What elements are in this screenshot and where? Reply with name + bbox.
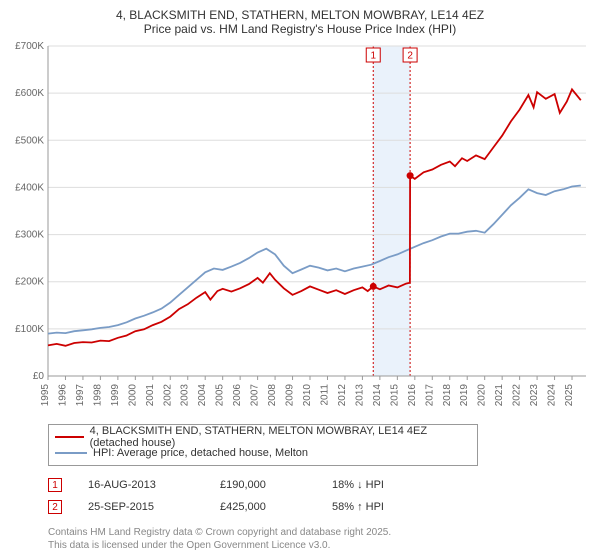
svg-text:2009: 2009: [285, 384, 296, 407]
svg-text:2024: 2024: [547, 384, 558, 407]
svg-text:2008: 2008: [267, 384, 278, 407]
chart-title: 4, BLACKSMITH END, STATHERN, MELTON MOWB…: [10, 8, 590, 36]
svg-text:2017: 2017: [424, 384, 435, 407]
svg-text:2002: 2002: [162, 384, 173, 407]
svg-text:£700K: £700K: [15, 42, 44, 52]
svg-text:2007: 2007: [250, 384, 261, 407]
svg-text:2015: 2015: [389, 384, 400, 407]
svg-text:2004: 2004: [197, 384, 208, 407]
svg-text:£600K: £600K: [15, 88, 44, 99]
sale-callouts: 1 16-AUG-2013 £190,000 18% ↓ HPI 2 25-SE…: [48, 474, 590, 518]
svg-text:2001: 2001: [145, 384, 156, 407]
callout-marker-icon: 2: [48, 500, 62, 514]
svg-text:2003: 2003: [180, 384, 191, 407]
callout-price: £425,000: [220, 501, 310, 513]
title-line-1: 4, BLACKSMITH END, STATHERN, MELTON MOWB…: [10, 8, 590, 22]
legend-label: HPI: Average price, detached house, Melt…: [93, 447, 308, 459]
chart-area: £0 £100K £200K £300K £400K £500K £600K £700K 199…: [10, 42, 590, 412]
svg-text:1999: 1999: [110, 384, 121, 407]
svg-text:£400K: £400K: [15, 182, 44, 193]
legend-swatch-icon: [55, 436, 84, 438]
title-line-2: Price paid vs. HM Land Registry's House …: [10, 22, 590, 36]
callout-marker-icon: 1: [48, 478, 62, 492]
svg-text:2025: 2025: [564, 384, 575, 407]
svg-text:£500K: £500K: [15, 135, 44, 146]
svg-text:£100K: £100K: [15, 324, 44, 335]
legend-label: 4, BLACKSMITH END, STATHERN, MELTON MOWB…: [90, 425, 471, 449]
legend-swatch-icon: [55, 452, 87, 454]
callout-delta: 58% ↑ HPI: [332, 501, 384, 513]
svg-text:2011: 2011: [319, 384, 330, 406]
svg-text:2000: 2000: [127, 384, 138, 407]
svg-text:1996: 1996: [57, 384, 68, 407]
svg-text:2019: 2019: [459, 384, 470, 407]
svg-text:2012: 2012: [337, 384, 348, 407]
callout-row-2: 2 25-SEP-2015 £425,000 58% ↑ HPI: [48, 496, 590, 518]
footer-attribution: Contains HM Land Registry data © Crown c…: [48, 526, 590, 552]
svg-text:2014: 2014: [372, 384, 383, 407]
svg-text:2020: 2020: [477, 384, 488, 407]
callout-delta: 18% ↓ HPI: [332, 479, 384, 491]
svg-text:2021: 2021: [494, 384, 505, 407]
footer-line-2: This data is licensed under the Open Gov…: [48, 539, 590, 552]
callout-price: £190,000: [220, 479, 310, 491]
svg-text:2010: 2010: [302, 384, 313, 407]
callout-row-1: 1 16-AUG-2013 £190,000 18% ↓ HPI: [48, 474, 590, 496]
svg-text:2022: 2022: [512, 384, 523, 407]
svg-text:1998: 1998: [92, 384, 103, 407]
svg-text:£0: £0: [33, 371, 45, 382]
svg-text:1997: 1997: [75, 384, 86, 407]
callout-date: 25-SEP-2015: [88, 501, 198, 513]
line-chart: £0 £100K £200K £300K £400K £500K £600K £700K 199…: [10, 42, 590, 412]
legend-item-price-paid: 4, BLACKSMITH END, STATHERN, MELTON MOWB…: [55, 429, 471, 445]
svg-text:2018: 2018: [442, 384, 453, 407]
svg-text:1995: 1995: [40, 384, 51, 407]
svg-text:£300K: £300K: [15, 230, 44, 241]
footer-line-1: Contains HM Land Registry data © Crown c…: [48, 526, 590, 539]
svg-text:2006: 2006: [232, 384, 243, 407]
svg-text:1: 1: [370, 51, 376, 62]
svg-text:£200K: £200K: [15, 277, 44, 288]
legend: 4, BLACKSMITH END, STATHERN, MELTON MOWB…: [48, 424, 478, 466]
svg-text:2: 2: [407, 51, 413, 62]
svg-text:2005: 2005: [215, 384, 226, 407]
svg-text:2013: 2013: [354, 384, 365, 407]
callout-date: 16-AUG-2013: [88, 479, 198, 491]
svg-text:2016: 2016: [407, 384, 418, 407]
svg-text:2023: 2023: [529, 384, 540, 407]
